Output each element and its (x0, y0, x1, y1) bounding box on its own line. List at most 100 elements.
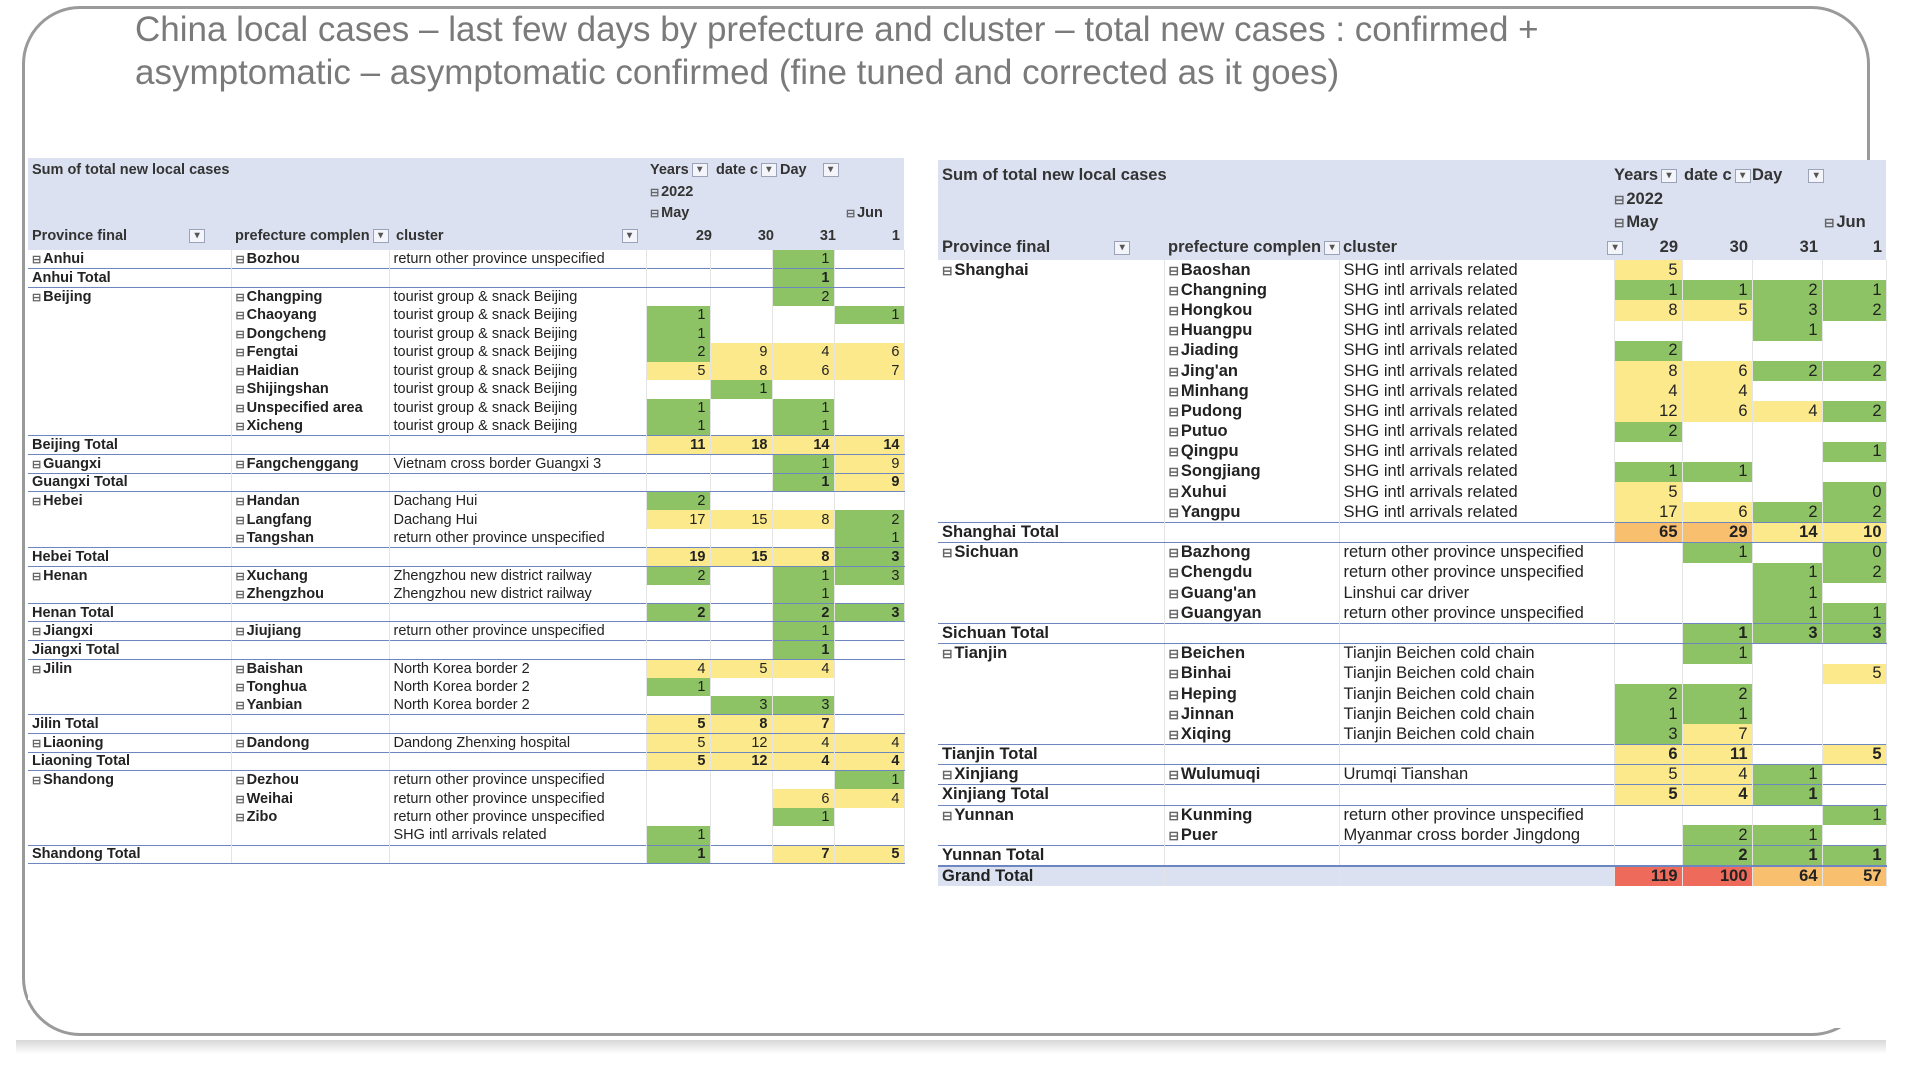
day-filter[interactable]: Day ▾ (1752, 166, 1825, 185)
collapse-icon[interactable]: ⊟ (235, 812, 245, 825)
collapse-icon[interactable]: ⊟ (235, 384, 245, 397)
collapse-icon[interactable]: ⊟ (235, 626, 245, 639)
collapse-icon[interactable]: ⊟ (235, 403, 245, 416)
collapse-icon[interactable]: ⊟ (32, 775, 42, 788)
collapse-icon[interactable]: ⊟ (1168, 707, 1179, 722)
collapse-icon[interactable]: ⊟ (1168, 566, 1179, 581)
col-cluster[interactable]: cluster ▾ (396, 228, 638, 244)
collapse-icon[interactable]: ⊟ (235, 458, 245, 471)
year-label[interactable]: ⊟ 2022 (650, 184, 694, 200)
collapse-icon[interactable]: ⊟ (235, 496, 245, 509)
collapse-icon[interactable]: ⊟ (32, 570, 42, 583)
filter-icon[interactable]: ▾ (1661, 168, 1678, 183)
collapse-icon[interactable]: ⊟ (235, 663, 245, 676)
chevron-down-icon[interactable]: ▾ (621, 229, 638, 244)
chevron-down-icon[interactable]: ▾ (1324, 240, 1341, 255)
col-prefecture[interactable]: prefecture complen ▾ (235, 228, 389, 244)
month-jun-label[interactable]: ⊟ Jun (1824, 213, 1866, 231)
collapse-icon[interactable]: ⊟ (1168, 303, 1179, 318)
collapse-icon[interactable]: ⊟ (32, 626, 42, 639)
collapse-icon[interactable]: ⊟ (1824, 216, 1835, 230)
chevron-down-icon[interactable]: ▾ (1808, 168, 1825, 183)
collapse-icon[interactable]: ⊟ (942, 647, 953, 662)
collapse-icon[interactable]: ⊟ (1168, 404, 1179, 419)
year-label[interactable]: ⊟ 2022 (1614, 190, 1664, 208)
collapse-icon[interactable]: ⊟ (1168, 344, 1179, 359)
chevron-down-icon[interactable]: ▾ (189, 229, 206, 244)
collapse-icon[interactable]: ⊟ (1168, 828, 1179, 843)
filter-icon[interactable]: ▾ (760, 163, 777, 178)
collapse-icon[interactable]: ⊟ (235, 588, 245, 601)
collapse-icon[interactable]: ⊟ (942, 263, 953, 278)
collapse-icon[interactable]: ⊟ (235, 328, 245, 341)
col-cluster[interactable]: cluster ▾ (1343, 238, 1624, 257)
collapse-icon[interactable]: ⊟ (32, 291, 42, 304)
collapse-icon[interactable]: ⊟ (235, 532, 245, 545)
day-filter[interactable]: Day ▾ (780, 162, 839, 178)
years-filter[interactable]: Years ▾ (1614, 166, 1678, 185)
date-filter[interactable]: date c ▾ (1684, 166, 1751, 185)
collapse-icon[interactable]: ⊟ (1168, 445, 1179, 460)
collapse-icon[interactable]: ⊟ (235, 737, 245, 750)
collapse-icon[interactable]: ⊟ (235, 570, 245, 583)
collapse-icon[interactable]: ⊟ (1168, 425, 1179, 440)
collapse-icon[interactable]: ⊟ (1168, 283, 1179, 298)
collapse-icon[interactable]: ⊟ (1168, 606, 1179, 621)
value-cell: 4 (1682, 764, 1753, 785)
collapse-icon[interactable]: ⊟ (1614, 193, 1625, 207)
filter-icon[interactable]: ▾ (691, 163, 708, 178)
chevron-down-icon[interactable]: ▾ (1114, 240, 1131, 255)
filter-icon[interactable]: ▾ (1734, 168, 1751, 183)
collapse-icon[interactable]: ⊟ (235, 291, 245, 304)
years-filter[interactable]: Years ▾ (650, 162, 708, 178)
collapse-icon[interactable]: ⊟ (1168, 384, 1179, 399)
month-may-label[interactable]: ⊟ May (1614, 213, 1659, 231)
collapse-icon[interactable]: ⊟ (32, 663, 42, 676)
collapse-icon[interactable]: ⊟ (235, 347, 245, 360)
collapse-icon[interactable]: ⊟ (1168, 687, 1179, 702)
collapse-icon[interactable]: ⊟ (32, 496, 42, 509)
collapse-icon[interactable]: ⊟ (1168, 546, 1179, 561)
collapse-icon[interactable]: ⊟ (1168, 324, 1179, 339)
collapse-icon[interactable]: ⊟ (235, 365, 245, 378)
collapse-icon[interactable]: ⊟ (846, 208, 856, 220)
col-prefecture[interactable]: prefecture complen ▾ (1168, 238, 1341, 257)
col-province[interactable]: Province final ▾ (32, 228, 206, 244)
collapse-icon[interactable]: ⊟ (942, 546, 953, 561)
collapse-icon[interactable]: ⊟ (650, 208, 660, 220)
collapse-icon[interactable]: ⊟ (235, 254, 245, 267)
collapse-icon[interactable]: ⊟ (235, 514, 245, 527)
collapse-icon[interactable]: ⊟ (235, 700, 245, 713)
collapse-icon[interactable]: ⊟ (1168, 768, 1179, 783)
col-province[interactable]: Province final ▾ (942, 238, 1131, 257)
chevron-down-icon[interactable]: ▾ (822, 163, 839, 178)
collapse-icon[interactable]: ⊟ (235, 421, 245, 434)
collapse-icon[interactable]: ⊟ (1614, 216, 1625, 230)
collapse-icon[interactable]: ⊟ (1168, 727, 1179, 742)
month-may-label[interactable]: ⊟ May (650, 205, 690, 221)
cluster-cell-text: Tianjin Beichen cold chain (1343, 684, 1535, 703)
month-jun-label[interactable]: ⊟ Jun (846, 205, 883, 221)
collapse-icon[interactable]: ⊟ (1168, 364, 1179, 379)
chevron-down-icon[interactable]: ▾ (1607, 240, 1624, 255)
collapse-icon[interactable]: ⊟ (1168, 647, 1179, 662)
collapse-icon[interactable]: ⊟ (235, 775, 245, 788)
collapse-icon[interactable]: ⊟ (1168, 586, 1179, 601)
collapse-icon[interactable]: ⊟ (32, 458, 42, 471)
collapse-icon[interactable]: ⊟ (32, 737, 42, 750)
collapse-icon[interactable]: ⊟ (1168, 485, 1179, 500)
collapse-icon[interactable]: ⊟ (942, 808, 953, 823)
collapse-icon[interactable]: ⊟ (1168, 667, 1179, 682)
date-filter[interactable]: date c ▾ (716, 162, 777, 178)
collapse-icon[interactable]: ⊟ (942, 768, 953, 783)
chevron-down-icon[interactable]: ▾ (372, 229, 389, 244)
collapse-icon[interactable]: ⊟ (1168, 263, 1179, 278)
collapse-icon[interactable]: ⊟ (650, 187, 660, 199)
collapse-icon[interactable]: ⊟ (1168, 465, 1179, 480)
collapse-icon[interactable]: ⊟ (235, 793, 245, 806)
collapse-icon[interactable]: ⊟ (1168, 808, 1179, 823)
collapse-icon[interactable]: ⊟ (235, 310, 245, 323)
collapse-icon[interactable]: ⊟ (235, 681, 245, 694)
collapse-icon[interactable]: ⊟ (1168, 505, 1179, 520)
collapse-icon[interactable]: ⊟ (32, 254, 42, 267)
